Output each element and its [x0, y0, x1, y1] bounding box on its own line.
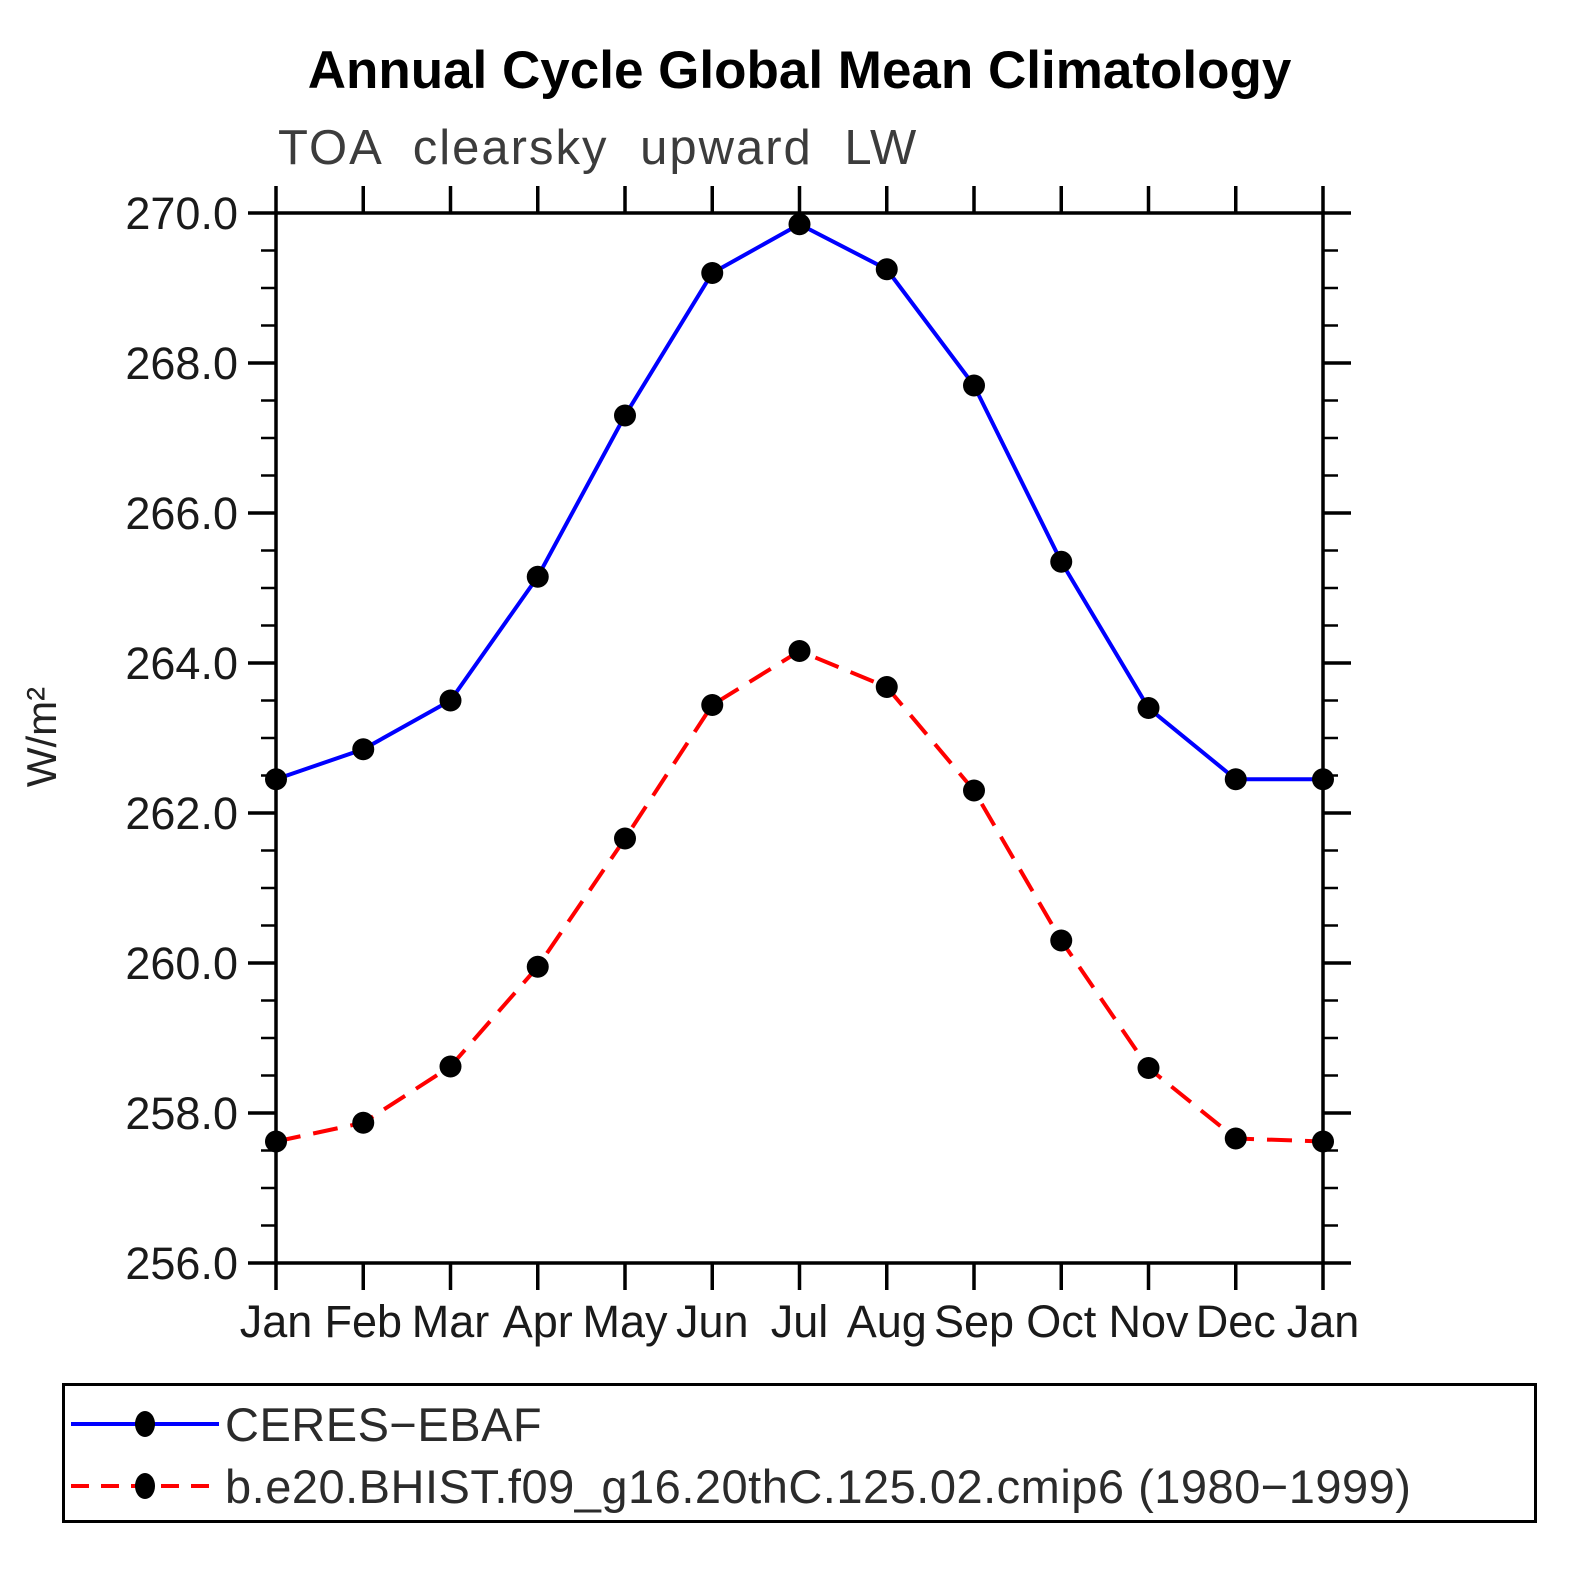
data-point-marker-series-0 — [1050, 550, 1073, 573]
data-point-marker-series-0 — [1312, 768, 1334, 791]
data-point-marker-series-1 — [439, 1055, 462, 1078]
y-axis-tick-label: 268.0 — [125, 338, 238, 389]
y-axis-tick-label: 264.0 — [125, 638, 238, 689]
data-point-marker-series-0 — [788, 213, 811, 236]
data-point-marker-series-1 — [701, 694, 724, 716]
legend-swatch-ceres-ebaf — [71, 1411, 219, 1437]
series-line-0 — [275, 221, 1323, 782]
legend-label: b.e20.BHIST.f09_g16.20thC.125.02.cmip6 (… — [225, 1459, 1412, 1513]
data-point-marker-series-0 — [439, 689, 462, 712]
data-point-marker-series-0 — [1224, 768, 1247, 791]
chart-subtitle: TOA clearsky upward LW — [278, 121, 919, 175]
x-axis-tick-label: Jan — [240, 1296, 313, 1347]
legend-entry-ceres-ebaf: CERES−EBAF — [69, 1398, 542, 1451]
x-axis-tick-label: Oct — [1026, 1296, 1097, 1347]
x-axis-tick-label: Aug — [847, 1296, 927, 1347]
data-point-marker-series-0 — [963, 374, 985, 397]
x-axis-tick-label: May — [582, 1296, 668, 1347]
data-point-marker-series-1 — [875, 676, 898, 698]
data-point-marker-series-0 — [875, 258, 898, 281]
y-axis-tick-label: 260.0 — [125, 938, 238, 989]
y-axis-tick-label: 262.0 — [125, 788, 238, 839]
x-axis-tick-label: Sep — [934, 1296, 1014, 1347]
data-point-marker-series-0 — [526, 565, 549, 588]
legend-box: CERES−EBAF b.e20.BHIST.f09_g16.20thC.125… — [62, 1383, 1537, 1523]
data-point-marker-series-1 — [1050, 929, 1073, 952]
y-axis-tick-label: 258.0 — [125, 1088, 238, 1139]
legend-marker-dot — [135, 1411, 155, 1437]
x-axis-tick-label: Dec — [1196, 1296, 1276, 1347]
data-point-marker-series-1 — [352, 1111, 375, 1134]
data-point-marker-series-1 — [265, 1130, 287, 1153]
legend-swatch-model — [71, 1473, 219, 1499]
x-axis-tick-label: Apr — [503, 1296, 573, 1347]
y-axis-tick-label: 270.0 — [125, 188, 238, 239]
legend-label: CERES−EBAF — [225, 1397, 543, 1451]
x-axis-tick-label: Jan — [1287, 1296, 1360, 1347]
data-point-marker-series-0 — [265, 768, 287, 791]
x-axis-tick-label: Mar — [412, 1296, 490, 1347]
plot-frame — [274, 211, 1325, 1265]
legend-entry-model: b.e20.BHIST.f09_g16.20thC.125.02.cmip6 (… — [69, 1460, 1411, 1513]
data-point-marker-series-1 — [788, 640, 811, 662]
data-point-marker-series-0 — [352, 738, 375, 761]
x-axis-tick-label: Jun — [676, 1296, 749, 1347]
data-point-marker-series-0 — [1137, 697, 1160, 719]
data-point-marker-series-0 — [614, 404, 636, 427]
y-axis-tick-label: 266.0 — [125, 488, 238, 539]
legend-marker-dot — [135, 1473, 155, 1499]
x-axis-tick-label: Jul — [771, 1296, 829, 1347]
x-axis-tick-label: Feb — [324, 1296, 402, 1347]
data-point-marker-series-1 — [1224, 1127, 1247, 1150]
data-point-marker-series-1 — [1137, 1057, 1160, 1079]
data-point-marker-series-1 — [614, 827, 636, 850]
chart-title: Annual Cycle Global Mean Climatology — [307, 41, 1292, 100]
data-point-marker-series-0 — [701, 262, 724, 284]
data-point-marker-series-1 — [526, 955, 549, 978]
data-point-marker-series-1 — [1312, 1130, 1334, 1153]
y-axis-tick-label: 256.0 — [125, 1238, 238, 1289]
data-point-marker-series-1 — [963, 779, 985, 802]
x-axis-tick-label: Nov — [1108, 1296, 1189, 1347]
